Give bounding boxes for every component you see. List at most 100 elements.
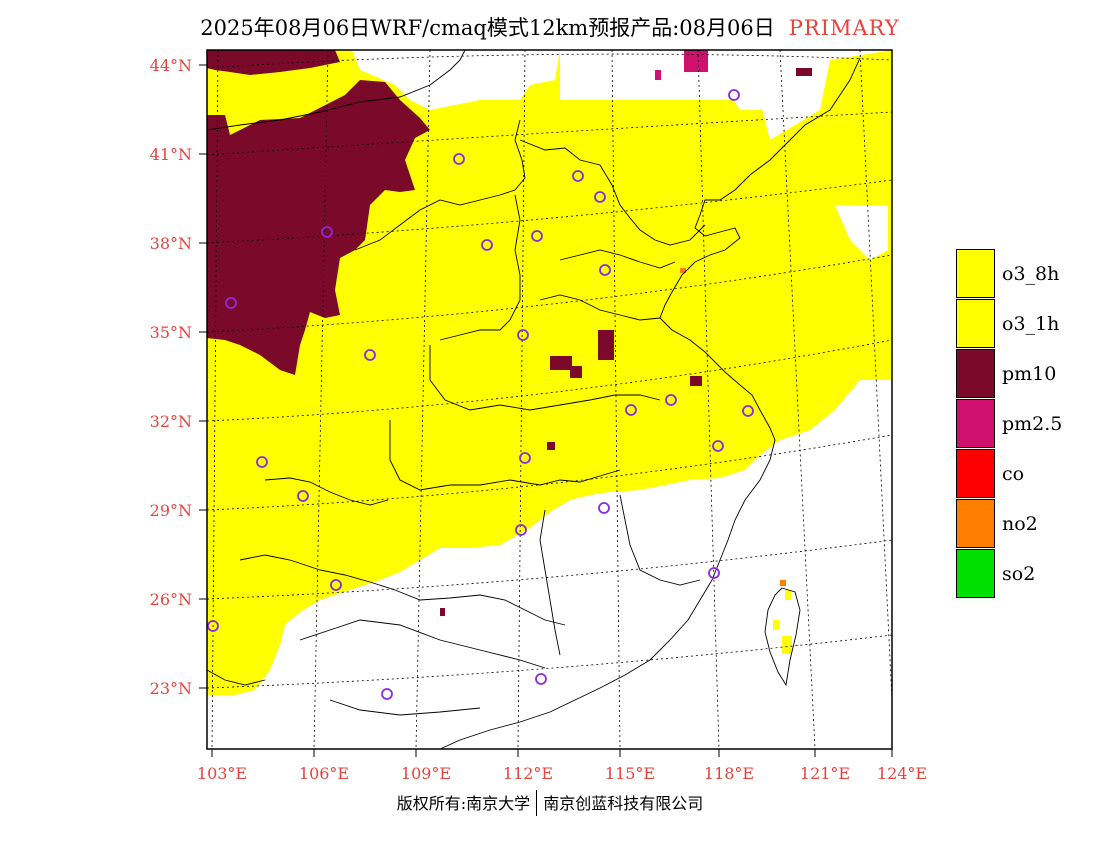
- pm10-region-top: [207, 50, 340, 75]
- station-marker: [728, 89, 740, 101]
- latitude-label: 41°N: [149, 145, 192, 164]
- legend-swatch: [956, 349, 995, 398]
- station-marker: [453, 153, 465, 165]
- o3-spot: [782, 636, 792, 654]
- axis-ticks: [199, 64, 893, 757]
- station-marker: [531, 230, 543, 242]
- legend-item-pm25: pm2.5: [956, 399, 1100, 449]
- o3-region: [207, 50, 892, 695]
- legend-item-so2: so2: [956, 549, 1100, 599]
- longitude-label: 121°E: [799, 764, 851, 783]
- legend-label: o3_8h: [1002, 263, 1060, 285]
- station-marker: [599, 264, 611, 276]
- pm10-spot: [550, 356, 572, 370]
- station-marker: [381, 688, 393, 700]
- station-marker: [207, 620, 219, 632]
- longitude-label: 115°E: [604, 764, 656, 783]
- longitude-label: 103°E: [196, 764, 248, 783]
- province-line: [299, 619, 546, 669]
- legend-swatch: [956, 499, 995, 548]
- legend-item-o3-8h: o3_8h: [956, 249, 1100, 299]
- legend-swatch: [956, 449, 995, 498]
- footer-left: 版权所有:南京大学: [396, 794, 531, 813]
- pm10-spot: [598, 330, 614, 360]
- province-line: [539, 509, 561, 656]
- station-markers: [207, 89, 754, 700]
- no2-spot: [780, 580, 786, 586]
- station-marker: [665, 394, 677, 406]
- latitude-label: 32°N: [149, 412, 192, 431]
- title-tag: PRIMARY: [788, 16, 900, 40]
- province-line: [439, 194, 521, 341]
- legend-swatch: [956, 399, 995, 448]
- map-frame: [206, 49, 893, 750]
- station-marker: [225, 297, 237, 309]
- longitude-label: 112°E: [502, 764, 554, 783]
- legend-label: so2: [1002, 563, 1036, 585]
- station-marker: [519, 452, 531, 464]
- station-marker: [625, 404, 637, 416]
- longitude-label: 118°E: [703, 764, 755, 783]
- station-marker: [594, 191, 606, 203]
- station-marker: [598, 502, 610, 514]
- province-line: [239, 554, 566, 626]
- station-marker: [708, 567, 720, 579]
- latitude-label: 44°N: [149, 56, 192, 75]
- legend-item-pm10: pm10: [956, 349, 1100, 399]
- graticule: [207, 50, 892, 749]
- pollutant-legend: o3_8h o3_1h pm10 pm2.5 co no2 so2: [956, 249, 1100, 599]
- legend-swatch: [956, 549, 995, 598]
- province-line: [519, 139, 706, 246]
- station-marker: [364, 349, 376, 361]
- clear-area-north: [352, 50, 560, 110]
- legend-label: pm10: [1002, 363, 1057, 385]
- taiwan-outline: [764, 587, 801, 687]
- no2-spot: [680, 268, 686, 273]
- station-marker: [515, 524, 527, 536]
- province-line: [329, 699, 481, 716]
- province-line: [389, 420, 621, 491]
- latitude-label: 29°N: [149, 501, 192, 520]
- province-line: [559, 249, 676, 269]
- pm25-spot: [684, 50, 708, 72]
- legend-label: pm2.5: [1002, 413, 1063, 435]
- o3-spot: [785, 590, 791, 600]
- legend-swatch: [956, 249, 995, 298]
- province-line: [354, 119, 526, 251]
- latitude-label: 26°N: [149, 590, 192, 609]
- station-marker: [712, 440, 724, 452]
- coastline: [439, 57, 861, 749]
- footer-separator: [536, 790, 538, 816]
- station-marker: [572, 170, 584, 182]
- station-marker: [321, 226, 333, 238]
- legend-label: co: [1002, 463, 1025, 485]
- station-marker: [517, 329, 529, 341]
- longitude-label: 106°E: [298, 764, 350, 783]
- pm10-spot: [690, 376, 702, 386]
- station-marker: [297, 490, 309, 502]
- title-main: 2025年08月06日WRF/cmaq模式12km预报产品:08月06日: [200, 16, 775, 40]
- station-marker: [742, 405, 754, 417]
- longitude-label: 124°E: [876, 764, 928, 783]
- station-marker: [481, 239, 493, 251]
- station-marker: [535, 673, 547, 685]
- longitude-label: 109°E: [400, 764, 452, 783]
- latitude-label: 35°N: [149, 323, 192, 342]
- legend-item-co: co: [956, 449, 1100, 499]
- copyright-footer: 版权所有:南京大学 南京创蓝科技有限公司: [0, 790, 1100, 816]
- legend-label: no2: [1002, 513, 1038, 535]
- latitude-label: 38°N: [149, 234, 192, 253]
- footer-right: 南京创蓝科技有限公司: [543, 794, 704, 813]
- clear-area-bohai: [835, 205, 888, 260]
- station-marker: [256, 456, 268, 468]
- province-line: [264, 477, 389, 506]
- province-line: [429, 345, 661, 411]
- o3-spot: [773, 620, 779, 630]
- boundary-lines: [207, 50, 861, 749]
- province-line: [539, 294, 661, 321]
- station-marker: [330, 579, 342, 591]
- border-north: [207, 50, 466, 131]
- pm10-spot: [570, 366, 582, 378]
- map-title: 2025年08月06日WRF/cmaq模式12km预报产品:08月06日 PRIM…: [0, 12, 1100, 42]
